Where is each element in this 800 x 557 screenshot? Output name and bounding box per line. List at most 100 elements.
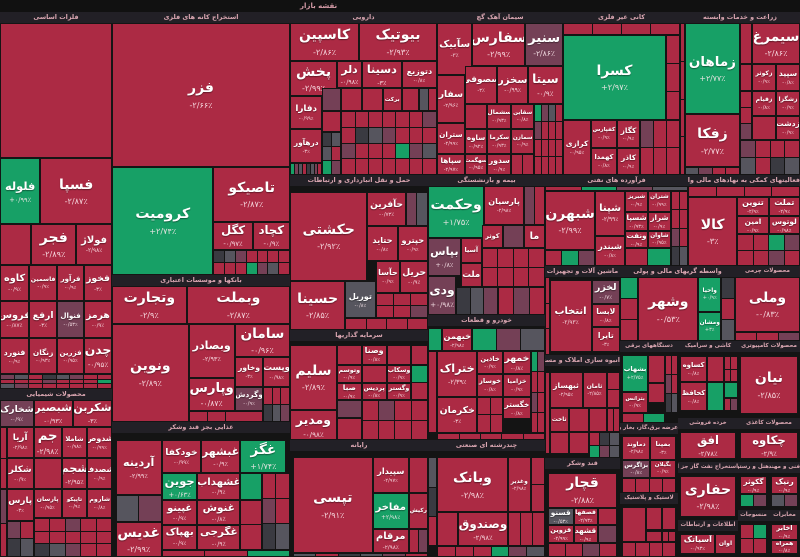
stock-tile[interactable] bbox=[645, 530, 662, 543]
mini-tile[interactable] bbox=[736, 333, 757, 340]
stock-tile[interactable]: کاذر -۰/۹٪ bbox=[616, 147, 641, 175]
mini-tile[interactable] bbox=[666, 355, 672, 374]
stock-tile[interactable]: سفارس -۲/۹۹٪ bbox=[472, 23, 526, 66]
mini-tile[interactable] bbox=[514, 287, 529, 314]
mini-tile[interactable] bbox=[376, 293, 393, 305]
mini-tile[interactable] bbox=[257, 262, 268, 274]
stock-tile[interactable]: حسینا -۲/۸۵٪ bbox=[290, 281, 346, 330]
mini-tile[interactable] bbox=[50, 544, 65, 556]
mini-tile[interactable] bbox=[281, 404, 289, 421]
stock-tile[interactable]: آردینه -۲/۹۹٪ bbox=[115, 440, 162, 495]
stock-tile[interactable]: تنوین -۲/۹٪ bbox=[737, 197, 769, 217]
mini-tile[interactable] bbox=[291, 163, 294, 174]
mini-tile[interactable] bbox=[546, 278, 549, 303]
mini-tile[interactable] bbox=[332, 133, 341, 147]
stock-tile[interactable]: فنوال -۰/۵۳٪ bbox=[57, 301, 84, 338]
mini-tile[interactable] bbox=[672, 393, 677, 413]
stock-tile[interactable] bbox=[706, 382, 724, 412]
mini-tile[interactable] bbox=[531, 352, 538, 372]
mini-tile[interactable] bbox=[648, 249, 670, 265]
mini-tile[interactable] bbox=[662, 543, 675, 556]
stock-tile[interactable]: سیمرغ -۲/۸۶٪ bbox=[752, 23, 800, 65]
mini-tile[interactable] bbox=[65, 518, 81, 531]
stock-tile[interactable]: دلر -۰/۹۸٪ bbox=[337, 61, 363, 89]
stock-tile[interactable]: شسپا -۰/۹۳٪ bbox=[625, 211, 648, 231]
mini-tile[interactable] bbox=[478, 397, 490, 415]
mini-tile[interactable] bbox=[318, 163, 322, 174]
stock-tile[interactable]: دتوزیع -۰/۸٪ bbox=[401, 61, 437, 89]
mini-tile[interactable] bbox=[679, 191, 687, 210]
mini-tile[interactable] bbox=[241, 525, 261, 549]
mini-tile[interactable] bbox=[523, 154, 533, 174]
stock-tile[interactable]: زماهان +۲/۷۷٪ bbox=[684, 23, 740, 115]
mini-tile[interactable] bbox=[332, 147, 341, 161]
mini-tile[interactable] bbox=[667, 148, 679, 174]
stock-tile[interactable]: سقاین -۰/۸٪ bbox=[511, 103, 534, 130]
stock-tile[interactable]: وصندوق -۲/۹۸٪ bbox=[458, 512, 508, 547]
mini-tile[interactable] bbox=[56, 384, 70, 388]
mini-tile[interactable] bbox=[753, 235, 769, 250]
stock-tile[interactable]: غنوش -۰/۸٪ bbox=[197, 499, 241, 525]
mini-tile[interactable] bbox=[42, 379, 56, 384]
mini-tile[interactable] bbox=[754, 524, 767, 539]
stock-tile[interactable]: سلیم -۲/۸۹٪ bbox=[290, 344, 337, 411]
stock-tile[interactable]: کاوه -۰/۹٪ bbox=[0, 264, 30, 302]
mini-tile[interactable] bbox=[225, 250, 236, 262]
stock-tile[interactable]: مفاخر +۲/۹۸٪ bbox=[372, 493, 409, 530]
mini-tile[interactable] bbox=[298, 163, 302, 174]
stock-tile[interactable]: سپید -۰/۸٪ bbox=[776, 64, 800, 92]
mini-tile[interactable] bbox=[332, 161, 341, 174]
mini-tile[interactable] bbox=[498, 248, 513, 267]
mini-tile[interactable] bbox=[382, 112, 396, 127]
mini-tile[interactable] bbox=[393, 306, 410, 318]
stock-tile[interactable]: وسکاب -۰/۹٪ bbox=[386, 364, 412, 383]
stock-tile[interactable]: برکت bbox=[382, 88, 402, 112]
stock-tile[interactable]: شبندر -۰/۸٪ bbox=[595, 235, 626, 266]
mini-tile[interactable] bbox=[769, 235, 784, 250]
mini-tile[interactable] bbox=[81, 544, 96, 556]
mini-tile[interactable] bbox=[513, 267, 529, 286]
mini-tile[interactable] bbox=[599, 433, 609, 445]
mini-tile[interactable] bbox=[262, 498, 276, 524]
mini-tile[interactable] bbox=[538, 352, 544, 372]
mini-tile[interactable] bbox=[302, 163, 306, 174]
stock-tile[interactable]: غپینو -۰/۹٪ bbox=[161, 499, 198, 525]
stock-tile[interactable]: فزر -۲/۶۶٪ bbox=[112, 23, 290, 167]
mini-tile[interactable] bbox=[671, 247, 679, 265]
stock-tile[interactable]: نیان -۲/۸۵٪ bbox=[740, 355, 798, 415]
stock-tile[interactable] bbox=[0, 224, 32, 265]
stock-tile[interactable]: دفارا -۰/۹۹٪ bbox=[290, 95, 323, 130]
mini-tile[interactable] bbox=[716, 187, 744, 197]
mini-tile[interactable] bbox=[769, 250, 784, 265]
stock-tile[interactable]: سکرما -۰/۹۳٪ bbox=[487, 129, 512, 154]
mini-tile[interactable] bbox=[583, 543, 599, 556]
mini-tile[interactable] bbox=[669, 531, 675, 542]
stock-tile[interactable]: وغدیر -۲/۹۸٪ bbox=[507, 457, 531, 513]
mini-tile[interactable] bbox=[589, 445, 599, 457]
mini-tile[interactable] bbox=[70, 379, 84, 384]
mini-tile[interactable] bbox=[538, 392, 544, 412]
mini-tile[interactable] bbox=[429, 458, 437, 487]
mini-tile[interactable] bbox=[342, 127, 355, 143]
mini-tile[interactable] bbox=[772, 187, 799, 197]
mini-tile[interactable] bbox=[84, 375, 98, 379]
mini-tile[interactable] bbox=[412, 365, 427, 383]
stock-tile[interactable] bbox=[408, 457, 428, 494]
mini-tile[interactable] bbox=[738, 250, 753, 265]
stock-tile[interactable] bbox=[549, 432, 569, 455]
mini-tile[interactable] bbox=[666, 92, 679, 120]
mini-tile[interactable] bbox=[405, 553, 427, 556]
mini-tile[interactable] bbox=[535, 157, 542, 174]
mini-tile[interactable] bbox=[268, 262, 279, 274]
mini-tile[interactable] bbox=[346, 319, 366, 329]
mini-tile[interactable] bbox=[535, 122, 542, 139]
stock-tile[interactable]: بیوتیک -۲/۹۳٪ bbox=[359, 23, 437, 61]
mini-tile[interactable] bbox=[42, 375, 56, 379]
mini-tile[interactable] bbox=[247, 550, 289, 556]
mini-tile[interactable] bbox=[546, 303, 549, 329]
stock-tile[interactable]: افق -۲/۷۸٪ bbox=[680, 431, 736, 460]
stock-tile[interactable]: شخارک -۰/۹٪ bbox=[0, 400, 34, 427]
mini-tile[interactable] bbox=[549, 139, 555, 157]
mini-tile[interactable] bbox=[264, 404, 272, 421]
mini-tile[interactable] bbox=[396, 143, 409, 159]
